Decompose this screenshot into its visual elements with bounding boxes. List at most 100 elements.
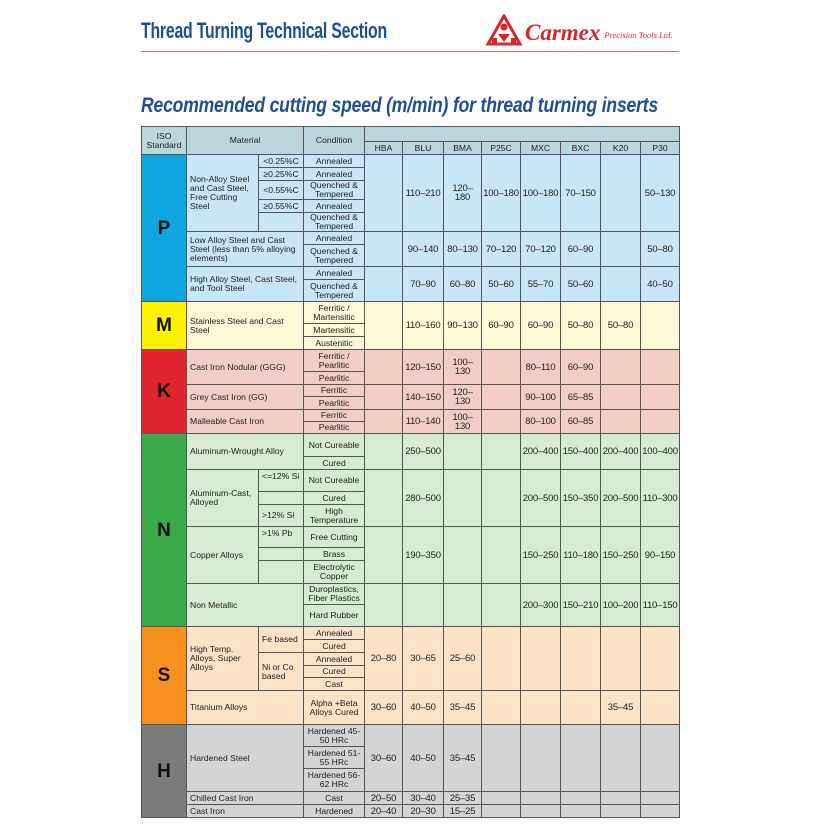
speed-value-p25c (481, 583, 522, 627)
condition: Not Cureable (303, 433, 366, 457)
grade-header-p30: P30 (640, 141, 681, 155)
speed-value-k20 (600, 724, 642, 792)
speed-value-p25c (481, 690, 522, 725)
speed-value-p25c (481, 469, 522, 527)
speed-value-mxc: 90–100 (520, 384, 562, 410)
speed-value-hba: 20–40 (364, 804, 404, 818)
speed-value-bxc: 60–90 (560, 349, 602, 385)
speed-value-k20 (600, 626, 642, 691)
speed-value-p25c (481, 626, 522, 691)
speed-value-bxc (560, 804, 602, 818)
speed-value-p25c (481, 526, 522, 584)
condition: Cured (303, 456, 366, 470)
condition: Annealed (303, 231, 366, 245)
speed-value-p30 (640, 409, 681, 434)
speed-value-p25c (481, 433, 522, 470)
speed-value-bxc (560, 791, 602, 805)
material-sub: ≥0.55%C (257, 199, 305, 213)
material-sub (257, 212, 305, 232)
speed-value-k20 (600, 349, 642, 385)
condition: Quenched & Tempered (303, 244, 366, 267)
speed-value-p25c (481, 724, 522, 792)
material-sub: Ni or Co based (257, 652, 305, 691)
condition: Quenched & Tempered (303, 212, 366, 232)
condition: Pearlitic (303, 371, 366, 385)
header-material: Material (185, 126, 305, 155)
grade-header-mxc: MXC (520, 141, 562, 155)
carmex-logo: Carmex Precision Tools Ltd. (486, 12, 672, 46)
grade-header-blu: BLU (402, 141, 445, 155)
condition: Cast (303, 791, 366, 805)
header-iso: ISO Standard (141, 126, 187, 155)
speed-value-k20 (600, 384, 642, 410)
iso-s: S (141, 626, 187, 725)
speed-value-mxc: 55–70 (520, 266, 562, 302)
speed-value-bma (443, 433, 483, 470)
speed-value-k20 (600, 266, 642, 302)
material-name: Non Metallic (185, 583, 305, 627)
material-name: High Alloy Steel, Cast Steel, and Tool S… (185, 266, 305, 302)
speed-value-bxc: 50–80 (560, 301, 602, 350)
speed-value-bxc: 110–180 (560, 526, 602, 584)
speed-value-p25c: 70–120 (481, 231, 522, 267)
condition: Ferritic / Pearlitic (303, 349, 366, 372)
material-sub: <=12% Si (257, 469, 305, 492)
condition: Free Cutting (303, 526, 366, 548)
speed-value-p25c (481, 804, 522, 818)
speed-value-bma: 35–45 (443, 690, 483, 725)
speed-value-p30 (640, 384, 681, 410)
material-name: Cast Iron Nodular (GGG) (185, 349, 305, 385)
material-name: Chilled Cast Iron (185, 791, 305, 805)
speed-value-p30 (640, 349, 681, 385)
speed-value-mxc: 150–250 (520, 526, 562, 584)
speed-value-blu: 70–90 (402, 266, 445, 302)
condition: Quenched & Tempered (303, 180, 366, 200)
speed-value-mxc (520, 791, 562, 805)
material-name: Hardened Steel (185, 724, 305, 792)
material-sub: <0.25%C (257, 154, 305, 168)
condition: Alpha +Beta Alloys Cured (303, 690, 366, 725)
speed-value-bma: 60–80 (443, 266, 483, 302)
speed-value-bma: 90–130 (443, 301, 483, 350)
speed-value-bma (443, 526, 483, 584)
speed-value-bxc (560, 690, 602, 725)
speed-value-k20 (600, 791, 642, 805)
grade-header-bma: BMA (443, 141, 483, 155)
speed-value-p25c (481, 409, 522, 434)
header-grades-band (364, 126, 681, 142)
speed-value-mxc: 100–180 (520, 154, 562, 232)
condition: Martensitic (303, 323, 366, 337)
condition: Hardened 56-62 HRc (303, 768, 366, 792)
material-name: Stainless Steel and Cast Steel (185, 301, 305, 350)
speed-value-p30: 110–300 (640, 469, 681, 527)
speed-value-blu: 250–500 (402, 433, 445, 470)
page-title: Thread Turning Technical Section (141, 18, 387, 43)
speed-value-k20: 100–200 (600, 583, 642, 627)
material-name: Cast Iron (185, 804, 305, 818)
brand-name: Carmex (525, 20, 601, 45)
carmex-triangle-logo-icon (486, 14, 522, 46)
speed-value-hba (364, 301, 404, 350)
speed-value-blu: 90–140 (402, 231, 445, 267)
material-name: Non-Alloy Steel and Cast Steel, Free Cut… (186, 154, 259, 232)
speed-value-p30: 110–150 (640, 583, 681, 627)
condition: Annealed (303, 652, 366, 666)
material-name: Low Alloy Steel and Cast Steel (less tha… (185, 231, 305, 267)
header-divider (141, 51, 679, 52)
speed-value-hba: 30–60 (364, 690, 404, 725)
speed-value-k20: 35–45 (600, 690, 642, 725)
speed-value-blu: 190–350 (402, 526, 445, 584)
material-sub: ≥0.25%C (257, 167, 305, 181)
speed-value-p30 (640, 791, 681, 805)
speed-value-mxc: 70–120 (520, 231, 562, 267)
condition: Pearlitic (303, 396, 366, 410)
material-name: High Temp. Alloys, Super Alloys (186, 626, 259, 691)
speed-value-bxc: 150–400 (560, 433, 602, 470)
iso-p: P (141, 154, 187, 302)
speed-value-bma: 35–45 (443, 724, 483, 792)
condition: Hardened 45-50 HRc (303, 724, 366, 747)
condition: Electrolytic Copper (303, 560, 366, 584)
speed-value-blu: 110–160 (402, 301, 445, 350)
speed-value-hba (364, 409, 404, 434)
cutting-speed-table: ISO Standard Material Condition HBA BLU BM… (141, 126, 681, 818)
